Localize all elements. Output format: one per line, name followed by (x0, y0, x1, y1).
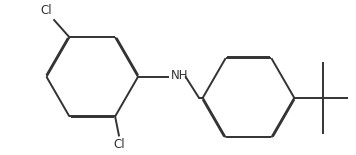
Text: Cl: Cl (41, 4, 52, 17)
Text: NH: NH (171, 69, 188, 82)
Text: Cl: Cl (113, 138, 125, 151)
